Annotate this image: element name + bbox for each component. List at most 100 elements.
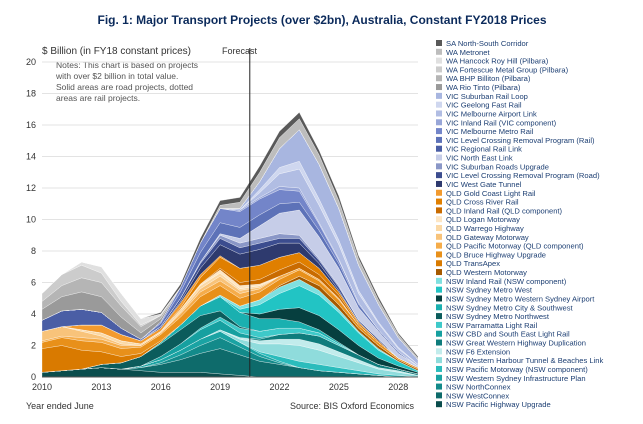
legend-swatch (436, 348, 442, 355)
legend-label: VIC Level Crossing Removal Program (Road… (446, 171, 600, 180)
note-line: Notes: This chart is based on projects (56, 60, 198, 70)
legend-label: QLD Cross River Rail (446, 198, 519, 207)
legend-label: VIC Suburban Roads Upgrade (446, 162, 549, 171)
legend-label: NSW CBD and South East Light Rail (446, 330, 570, 339)
legend-swatch (436, 321, 442, 328)
x-tick-label: 2013 (91, 382, 111, 392)
legend-swatch (436, 304, 442, 311)
series-area (41, 112, 419, 359)
legend-swatch (436, 330, 442, 337)
legend-swatch (436, 392, 442, 399)
legend-swatch (436, 216, 442, 223)
legend-label: QLD TransApex (446, 259, 500, 268)
legend-swatch (436, 57, 442, 64)
y-tick-label: 8 (31, 246, 36, 256)
legend-label: QLD Gold Coast Light Rail (446, 189, 536, 198)
legend-swatch (436, 286, 442, 293)
note-line: Solid areas are road projects, dotted (56, 82, 193, 92)
legend-swatch (436, 172, 442, 179)
legend-swatch (436, 225, 442, 231)
legend-swatch (436, 48, 442, 55)
legend-swatch (436, 92, 442, 99)
legend-label: WA Hancock Roy Hill (Pilbara) (446, 57, 549, 66)
legend-label: QLD Warrego Highway (446, 224, 524, 233)
legend-swatch (436, 145, 442, 152)
legend-swatch (436, 233, 442, 240)
legend-label: WA Metronet (446, 48, 490, 57)
y-axis-label: $ Billion (in FY18 constant prices) (42, 46, 191, 57)
legend-label: VIC Geelong Fast Rail (446, 101, 522, 110)
legend-swatch (436, 75, 442, 82)
y-tick-label: 18 (26, 89, 36, 99)
legend-label: VIC Suburban Rail Loop (446, 92, 528, 101)
legend-label: VIC Regional Rail Link (446, 145, 522, 154)
y-tick-label: 0 (31, 372, 36, 382)
chart-title: Fig. 1: Major Transport Projects (over $… (97, 13, 546, 27)
legend-label: VIC West Gate Tunnel (446, 180, 522, 189)
legend-swatch (436, 357, 442, 364)
forecast-label: Forecast (222, 46, 258, 56)
source-text: Source: BIS Oxford Economics (290, 401, 415, 411)
legend-swatch (436, 260, 442, 267)
x-tick-label: 2025 (329, 382, 349, 392)
legend-swatch (436, 374, 442, 381)
legend-swatch (436, 198, 442, 205)
y-tick-label: 14 (26, 152, 36, 162)
legend-label: NSW Inland Rail (NSW component) (446, 277, 567, 286)
y-tick-label: 12 (26, 183, 36, 193)
legend-label: QLD Bruce Highway Upgrade (446, 250, 546, 259)
legend-label: VIC Melbourne Metro Rail (446, 127, 534, 136)
note-line: areas are rail projects. (56, 93, 140, 103)
legend-label: NSW Western Sydney Infrastructure Plan (446, 374, 586, 383)
legend-swatch (436, 269, 442, 276)
legend-swatch (436, 383, 442, 390)
note-line: with over $2 billion in total value. (55, 71, 178, 81)
legend-label: NSW Sydney Metro Northwest (446, 312, 550, 321)
legend-label: NSW NorthConnex (446, 383, 511, 392)
y-tick-label: 10 (26, 215, 36, 225)
legend-label: NSW Pacific Motorway (NSW component) (446, 365, 588, 374)
x-tick-label: 2016 (151, 382, 171, 392)
x-axis-label: Year ended June (26, 401, 94, 411)
legend-swatch (436, 295, 442, 302)
legend-label: NSW Sydney Metro Western Sydney Airport (446, 294, 595, 303)
legend-swatch (436, 251, 442, 258)
legend-label: VIC Inland Rail (VIC component) (446, 118, 557, 127)
legend-label: WA BHP Billiton (Pilbara) (446, 74, 531, 83)
legend-label: VIC Level Crossing Removal Program (Rail… (446, 136, 595, 145)
legend-swatch (436, 401, 442, 408)
legend-swatch (436, 66, 442, 73)
legend-swatch (436, 101, 442, 108)
legend-label: NSW Pacific Highway Upgrade (446, 400, 551, 409)
legend-swatch (436, 119, 442, 126)
x-tick-label: 2028 (388, 382, 408, 392)
y-tick-label: 4 (31, 309, 36, 319)
legend-label: NSW Sydney Metro City & Southwest (446, 303, 573, 312)
stacked-areas (41, 112, 419, 378)
legend-swatch (436, 110, 442, 117)
x-tick-label: 2019 (210, 382, 230, 392)
axes: 0 2 4 6 8 10 12 14 16 18 20 2010 2013 2016 2019 2022 202… (26, 48, 418, 392)
legend-swatch (436, 128, 442, 135)
legend-label: VIC North East Link (446, 154, 513, 163)
legend-label: VIC Melbourne Airport Link (446, 109, 537, 118)
legend-label: NSW WestConnex (446, 391, 509, 400)
legend-label: QLD Western Motorway (446, 268, 527, 277)
legend-label: NSW F6 Extension (446, 347, 510, 356)
legend-swatch (436, 365, 442, 372)
legend-swatch (436, 180, 442, 187)
legend-label: QLD Logan Motorway (446, 215, 520, 224)
legend-swatch (436, 313, 442, 320)
legend-swatch (436, 242, 442, 249)
legend-swatch (436, 207, 442, 214)
legend-label: NSW Western Harbour Tunnel & Beaches Lin… (446, 356, 603, 365)
y-tick-label: 2 (31, 341, 36, 351)
legend-label: WA Fortescue Metal Group (Pilbara) (446, 65, 569, 74)
y-tick-label: 20 (26, 57, 36, 67)
legend-swatch (436, 277, 442, 284)
legend-swatch (436, 136, 442, 143)
legend-swatch (436, 339, 442, 346)
